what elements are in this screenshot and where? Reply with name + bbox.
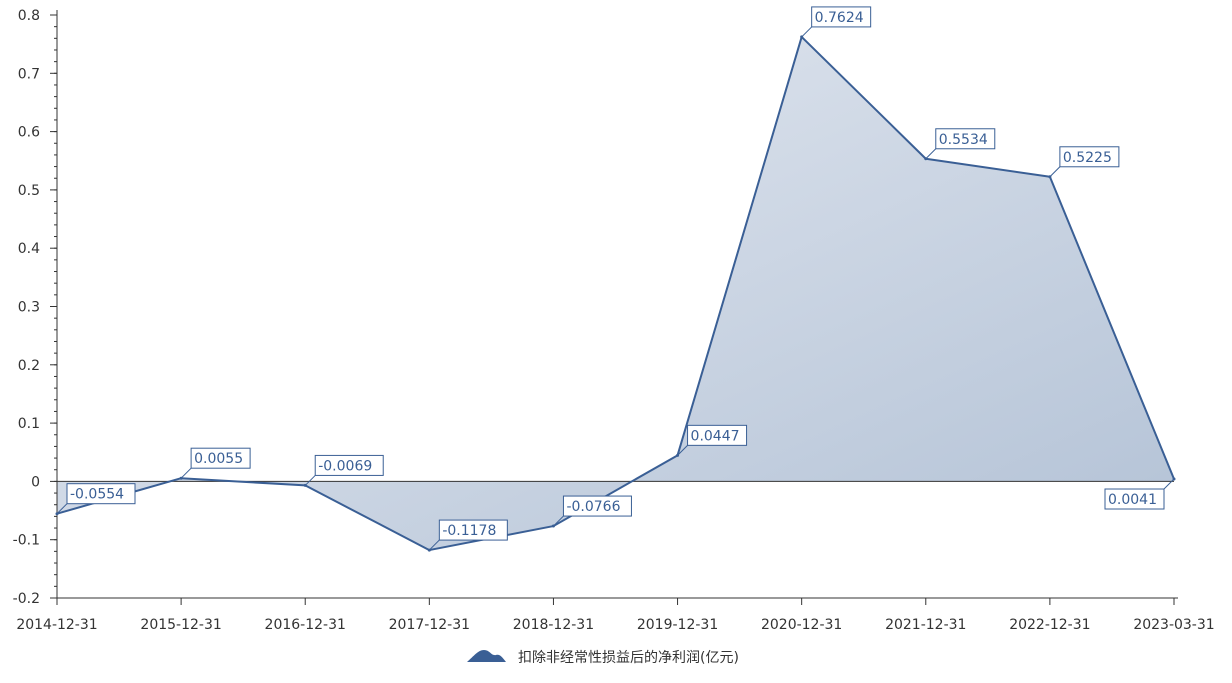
series-line [56,35,1175,552]
label-box [1059,146,1120,168]
data-label-text: 0.5534 [939,132,988,148]
x-tick-label: 2022-12-31 [1009,617,1090,633]
data-label-text: 0.7624 [815,10,864,26]
x-tick-label: 2014-12-31 [16,617,97,633]
data-label: 0.0041 [1104,478,1175,510]
data-label-text: 0.5225 [1063,150,1112,166]
x-tick-label: 2021-12-31 [885,617,966,633]
area-fill-layer [57,36,1174,551]
y-tick-label: 0.5 [18,183,40,199]
label-leader [677,444,688,456]
label-leader [925,148,937,160]
x-tick-label: 2015-12-31 [140,617,221,633]
label-leader [428,539,440,551]
x-tick-label: 2020-12-31 [761,617,842,633]
label-box [66,483,136,505]
data-label-text: 0.0055 [194,451,243,467]
legend-label: 扣除非经常性损益后的净利润(亿元) [518,650,739,666]
x-tick-label: 2019-12-31 [637,617,718,633]
x-tick-label: 2017-12-31 [389,617,470,633]
data-label: 0.0447 [677,424,748,456]
area-fill [57,36,1174,551]
label-box [935,128,996,150]
data-label-text: -0.0554 [70,487,124,503]
y-tick-label: 0 [31,474,40,490]
label-leader [1163,478,1175,490]
label-box [811,6,872,28]
data-label: -0.0069 [304,454,384,486]
label-leader [1049,166,1061,178]
y-tick-label: -0.2 [13,591,40,607]
data-label-text: 0.0041 [1108,492,1157,508]
data-label: -0.0554 [56,483,136,515]
x-tick-label: 2018-12-31 [513,617,594,633]
legend[interactable]: 扣除非经常性损益后的净利润(亿元) [467,650,739,666]
y-tick-label: 0.2 [18,358,40,374]
data-labels: -0.0554 0.0055 -0.0069 -0.1178 -0.0766 0.0447… [56,6,1175,551]
label-leader [304,475,316,486]
y-tick-label: 0.8 [18,8,40,24]
data-label: 0.0055 [180,447,251,479]
y-tick-label: 0.7 [18,66,40,82]
data-label: 0.5225 [1049,146,1120,178]
label-box [687,424,748,446]
axes: -0.2 -0.1 0 0.1 0.2 0.3 0.4 0.5 0.6 0.7 0.8 2014-12… [13,8,1215,633]
y-tick-label: 0.3 [18,300,40,316]
label-box [438,519,508,541]
data-label-text: -0.1178 [442,523,496,539]
label-box [1104,488,1165,510]
data-label-text: -0.0766 [566,499,620,515]
y-tick-label: -0.1 [13,533,40,549]
label-leader [56,503,68,515]
data-label: -0.1178 [428,519,508,551]
label-leader [553,515,564,527]
label-box [314,454,384,476]
y-tick-label: 0.6 [18,125,40,141]
x-tick-label: 2016-12-31 [265,617,346,633]
data-label: 0.7624 [801,6,872,38]
data-label: -0.0766 [553,495,632,527]
label-box [190,447,251,469]
legend-area-icon [467,650,506,662]
data-label-text: 0.0447 [691,428,740,444]
y-tick-label: 0.4 [18,241,40,257]
label-leader [801,26,813,38]
label-box [562,495,632,517]
data-label-text: -0.0069 [318,458,372,474]
x-tick-label: 2023-03-31 [1133,617,1214,633]
label-leader [180,467,192,479]
y-tick-label: 0.1 [18,416,40,432]
data-label: 0.5534 [925,128,996,160]
